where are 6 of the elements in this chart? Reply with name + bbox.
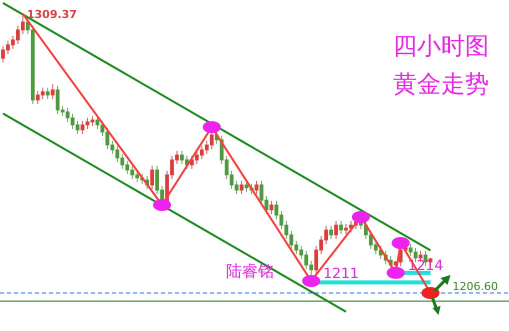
text: 黄金走势 [393,70,489,98]
text: 四小时图 [393,32,489,60]
annotation: 1211 [323,266,359,282]
annotation: 陆睿铭 [226,261,274,280]
annotation: 1309.37 [26,8,77,21]
ref-line-label: 1206.60 [452,280,498,293]
